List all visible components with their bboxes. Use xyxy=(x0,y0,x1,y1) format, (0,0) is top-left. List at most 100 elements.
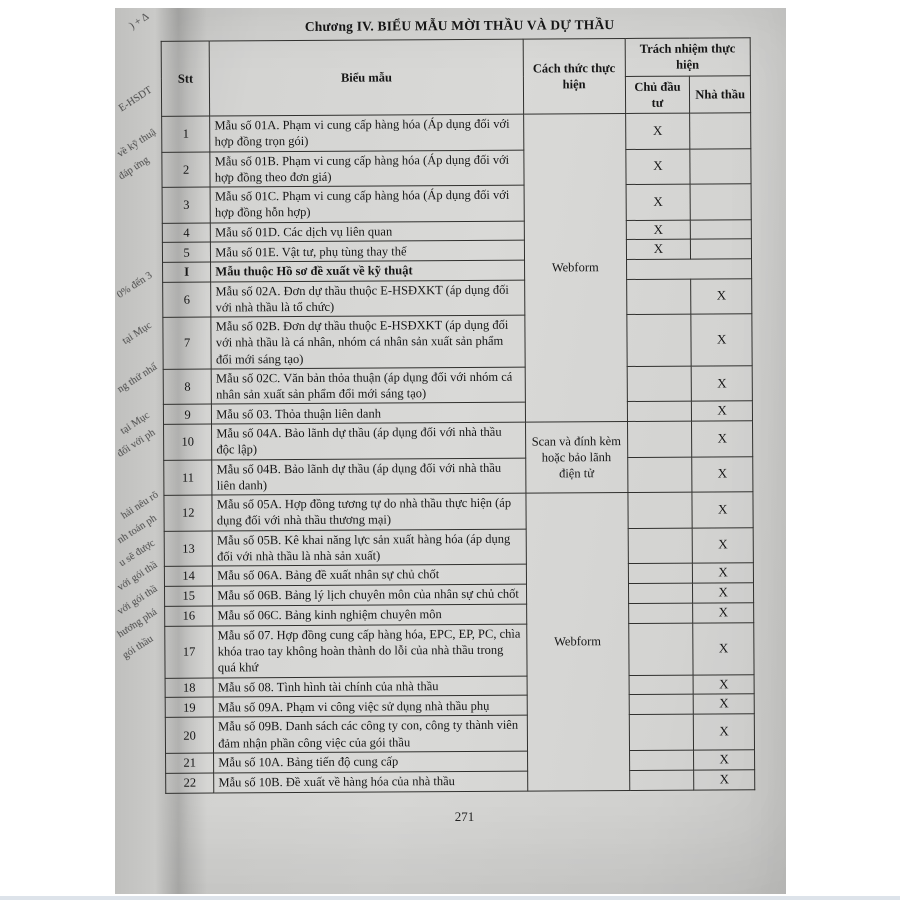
form-label-cell: Mẫu số 02C. Văn bản thỏa thuận (áp dụng … xyxy=(211,366,526,405)
table-row: 12 Mẫu số 05A. Hợp đồng tương tự do nhà t… xyxy=(163,491,754,791)
owner-mark-cell xyxy=(627,527,693,564)
header-owner: Chủ đầu tư xyxy=(624,75,690,114)
form-label-cell: Mẫu số 02A. Đơn dự thầu thuộc E-HSĐXKT (… xyxy=(210,279,525,318)
facing-page-text-fragment: tại Mục xyxy=(120,320,154,347)
header-responsibility: Trách nhiệm thực hiện xyxy=(624,37,751,76)
page-content: Chương IV. BIỂU MẪU MỜI THẦU VÀ DỰ THẦU … xyxy=(159,16,766,826)
table-row: 13 Mẫu số 05B. Kê khai năng lực sản xuất … xyxy=(164,527,754,567)
owner-mark-cell: X xyxy=(625,148,691,185)
contractor-mark-cell: X xyxy=(691,401,753,422)
table-row: 10 Mẫu số 04A. Bảo lãnh dự thầu (áp dụng … xyxy=(163,420,753,494)
owner-mark-cell xyxy=(627,456,693,493)
owner-mark-cell xyxy=(626,401,692,422)
owner-mark-cell xyxy=(629,769,695,791)
owner-mark-cell xyxy=(628,714,694,751)
form-label-cell: Mẫu số 10B. Đề xuất về hàng hóa của nhà … xyxy=(213,770,528,793)
owner-mark-cell xyxy=(627,421,693,458)
book-page-photo: ) + Δ E-HSDT về kỹ thuậ đáp ứng 0% đến 3 tại … xyxy=(115,8,786,894)
table-header: Stt Biểu mẫu Cách thức thực hiện Trách n… xyxy=(161,37,751,117)
form-label-cell: Mẫu số 10A. Bảng tiến độ cung cấp xyxy=(213,750,528,773)
owner-mark-cell xyxy=(626,365,692,402)
contractor-mark-cell: X xyxy=(691,313,753,366)
facing-page-text-fragment: 0% đến 3 xyxy=(115,270,155,301)
owner-mark-cell: X xyxy=(625,113,691,149)
table-row: 6 Mẫu số 02A. Đơn dự thầu thuộc E-HSĐXKT … xyxy=(162,278,752,318)
contractor-mark-cell: X xyxy=(692,491,754,528)
stt-cell: 20 xyxy=(165,717,214,754)
table-row: 17 Mẫu số 07. Hợp đồng cung cấp hàng hóa,… xyxy=(164,622,755,678)
stt-cell: 9 xyxy=(163,404,212,425)
form-label-cell: Mẫu số 06B. Bảng lý lịch chuyên môn của … xyxy=(212,584,527,606)
contractor-mark-cell: X xyxy=(693,769,755,790)
form-label-cell: Mẫu số 09A. Phạm vi công việc sử dụng nh… xyxy=(213,695,528,718)
forms-table: Stt Biểu mẫu Cách thức thực hiện Trách n… xyxy=(160,37,756,794)
contractor-mark-cell xyxy=(690,148,752,185)
form-label-cell: Mẫu số 06C. Bảng kinh nghiệm chuyên môn xyxy=(212,604,527,626)
owner-mark-cell xyxy=(628,603,694,624)
stt-cell: 6 xyxy=(162,281,212,318)
stt-cell: 17 xyxy=(164,625,214,678)
contractor-mark-cell: X xyxy=(690,278,752,315)
form-label-cell: Mẫu số 01C. Phạm vi cung cấp hàng hóa (Á… xyxy=(210,185,525,223)
contractor-mark-cell xyxy=(689,112,751,149)
owner-mark-cell xyxy=(628,622,694,676)
table-row: 3 Mẫu số 01C. Phạm vi cung cấp hàng hóa (… xyxy=(162,183,752,223)
contractor-mark-cell: X xyxy=(691,420,753,457)
contractor-mark-cell: X xyxy=(693,622,755,675)
form-label-cell: Mẫu số 05A. Hợp đồng tương tự do nhà thầ… xyxy=(212,493,526,531)
stt-cell: 4 xyxy=(162,222,211,243)
form-label-cell: Mẫu số 04A. Bảo lãnh dự thầu (áp dụng đố… xyxy=(211,422,526,460)
stt-cell: 22 xyxy=(165,772,215,793)
table-row: 8 Mẫu số 02C. Văn bản thỏa thuận (áp dụng… xyxy=(163,365,753,405)
contractor-mark-cell: X xyxy=(693,714,755,750)
stt-cell: 19 xyxy=(165,697,214,718)
contractor-mark-cell: X xyxy=(693,694,755,715)
form-label-cell: Mẫu số 05B. Kê khai năng lực sản xuất hà… xyxy=(212,528,527,567)
screenshot-bottom-strip xyxy=(0,896,900,900)
facing-page-text-fragment: gói thầu xyxy=(120,633,156,662)
stt-cell: 18 xyxy=(165,677,214,698)
facing-page-text-fragment: ) + Δ xyxy=(127,11,152,32)
contractor-mark-cell: X xyxy=(691,365,753,402)
table-row: 11 Mẫu số 04B. Bảo lãnh dự thầu (áp dụng … xyxy=(163,456,753,496)
stt-cell: 13 xyxy=(164,530,213,567)
owner-mark-cell xyxy=(626,278,692,315)
form-label-cell: Mẫu số 01B. Phạm vi cung cấp hàng hóa (Á… xyxy=(210,149,524,188)
stt-cell: 16 xyxy=(164,605,214,627)
stt-cell: 14 xyxy=(164,566,213,587)
form-label-cell: Mẫu số 06A. Bảng đề xuất nhân sự chủ chố… xyxy=(212,564,527,587)
facing-page-text-fragment: về kỹ thuậ xyxy=(115,126,159,161)
contractor-mark-cell xyxy=(690,219,752,240)
method-cell: Scan và đính kèm hoặc bảo lãnh điện tử xyxy=(525,421,628,494)
form-label-cell: Mẫu số 04B. Bảo lãnh dự thầu (áp dụng đố… xyxy=(212,457,526,496)
facing-page-text-fragment: ng thứ nhấ xyxy=(115,361,160,396)
forms-table-body: 1 Mẫu số 01A. Phạm vi cung cấp hàng hóa (… xyxy=(161,112,755,793)
contractor-mark-cell: X xyxy=(693,749,755,770)
stt-cell: 15 xyxy=(164,586,213,607)
stt-cell: 12 xyxy=(163,495,213,531)
owner-mark-cell xyxy=(628,674,694,695)
contractor-mark-cell xyxy=(690,183,752,220)
form-label-cell: Mẫu số 01A. Phạm vi cung cấp hàng hóa (Á… xyxy=(209,114,524,152)
owner-mark-cell xyxy=(629,749,694,771)
form-label-cell: Mẫu số 09B. Danh sách các công ty con, c… xyxy=(213,715,528,753)
table-row: 22 Mẫu số 10B. Đề xuất về hàng hóa của nh… xyxy=(165,769,755,793)
form-label-cell: Mẫu số 01E. Vật tư, phụ tùng thay thế xyxy=(210,240,525,263)
contractor-mark-cell: X xyxy=(692,456,753,493)
form-label-cell: Mẫu số 03. Thỏa thuận liên danh xyxy=(211,402,526,425)
stt-cell: 10 xyxy=(163,424,213,460)
chapter-title: Chương IV. BIỂU MẪU MỜI THẦU VÀ DỰ THẦU xyxy=(304,17,615,34)
stt-cell: 1 xyxy=(161,116,211,152)
stt-cell: 7 xyxy=(162,317,212,370)
owner-mark-cell: X xyxy=(625,184,691,220)
method-cell: Webform xyxy=(525,492,630,791)
facing-page-edge: ) + Δ E-HSDT về kỹ thuậ đáp ứng 0% đến 3 tại … xyxy=(115,8,189,894)
method-cell: Webform xyxy=(523,113,628,423)
header-row-top: Stt Biểu mẫu Cách thức thực hiện Trách n… xyxy=(161,37,751,117)
owner-mark-cell: X xyxy=(625,239,691,260)
table-row: 2 Mẫu số 01B. Phạm vi cung cấp hàng hóa (… xyxy=(161,148,752,188)
stt-cell: 21 xyxy=(165,752,214,774)
owner-mark-cell xyxy=(628,694,694,715)
section-responsibility-cell xyxy=(626,259,752,280)
table-row: 20 Mẫu số 09B. Danh sách các công ty con,… xyxy=(165,714,755,754)
